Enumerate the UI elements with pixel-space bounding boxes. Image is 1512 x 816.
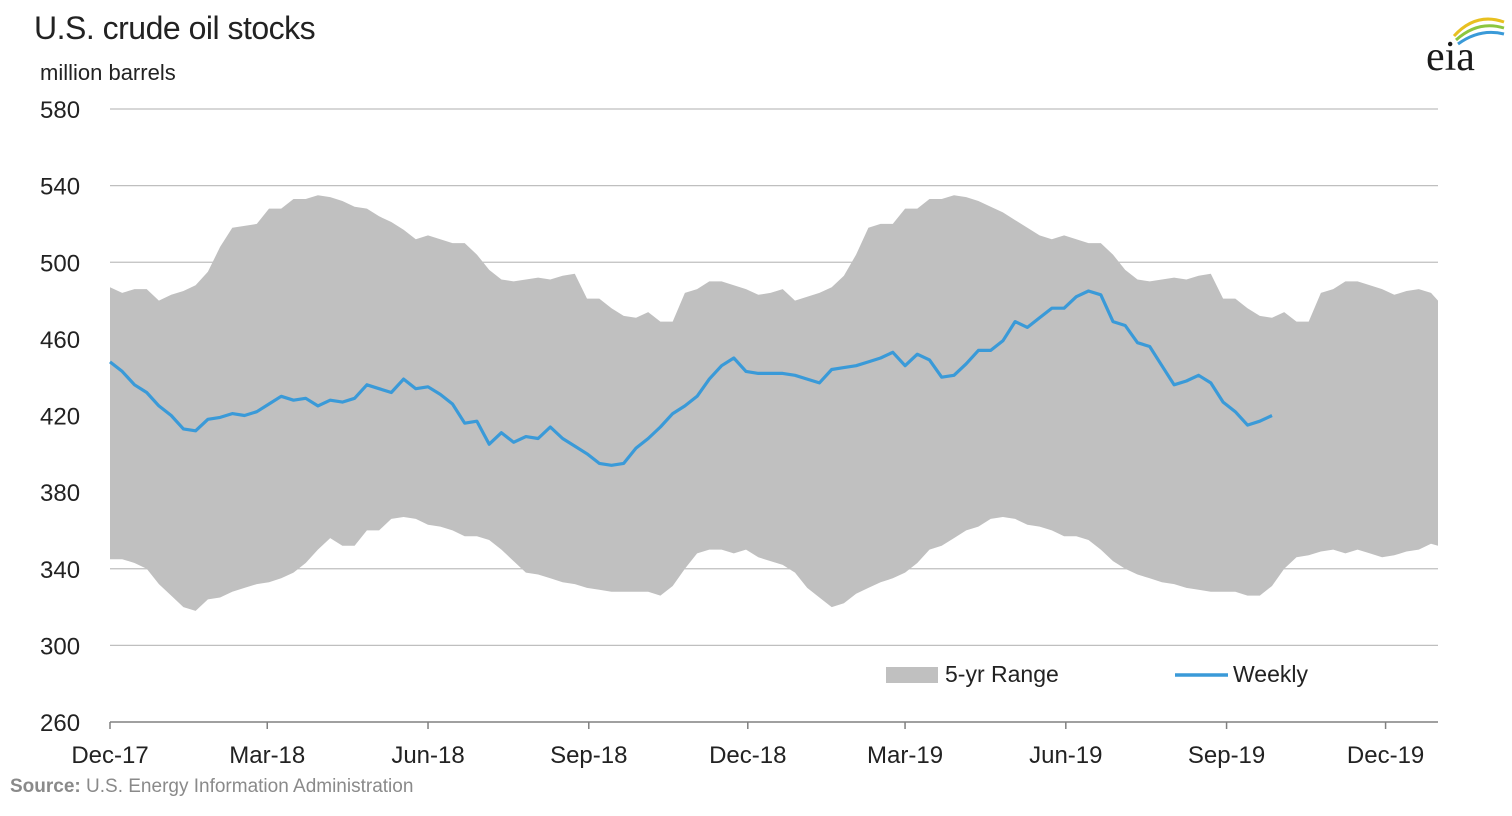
logo-text: eia	[1426, 34, 1475, 74]
range-band-layer	[110, 195, 1438, 611]
x-tick-label: Sep-19	[1188, 742, 1265, 769]
x-tick-label: Jun-19	[1029, 742, 1102, 769]
x-tick-label: Dec-18	[709, 742, 786, 769]
x-tick-label: Mar-18	[229, 742, 305, 769]
y-tick-label: 540	[40, 174, 80, 201]
x-tick-label: Sep-18	[550, 742, 627, 769]
legend-swatch-range	[886, 667, 938, 683]
eia-logo: eia	[1426, 17, 1505, 74]
legend-label-range: 5-yr Range	[945, 661, 1059, 687]
y-tick-label: 300	[40, 633, 80, 660]
legend-label-weekly: Weekly	[1233, 661, 1308, 687]
x-axis	[109, 721, 1438, 729]
y-tick-label: 500	[40, 250, 80, 277]
y-axis-tick-labels: 580 540 500 460 420 380 340 300 260	[40, 97, 80, 737]
range-band	[110, 195, 1438, 611]
source-text: U.S. Energy Information Administration	[86, 776, 414, 797]
x-tick-label: Mar-19	[867, 742, 943, 769]
y-tick-label: 340	[40, 557, 80, 584]
x-axis-tick-labels: Dec-17 Mar-18 Jun-18 Sep-18 Dec-18 Mar-19 Jun-…	[71, 742, 1424, 769]
weekly-line	[109, 289, 1273, 467]
chart-title: U.S. crude oil stocks	[34, 10, 316, 46]
x-tick-label: Dec-19	[1347, 742, 1424, 769]
y-tick-label: 260	[40, 710, 80, 737]
y-tick-label: 380	[40, 480, 80, 507]
y-tick-label: 460	[40, 327, 80, 354]
source-prefix: Source:	[10, 776, 81, 797]
legend: 5-yr Range Weekly	[886, 661, 1308, 687]
source-note: Source: U.S. Energy Information Administ…	[10, 776, 413, 798]
x-tick-label: Dec-17	[71, 742, 148, 769]
y-axis-unit-label: million barrels	[40, 60, 176, 85]
weekly-line-layer	[109, 289, 1273, 467]
y-tick-label: 420	[40, 404, 80, 431]
x-tick-label: Jun-18	[391, 742, 464, 769]
y-tick-label: 580	[40, 97, 80, 124]
